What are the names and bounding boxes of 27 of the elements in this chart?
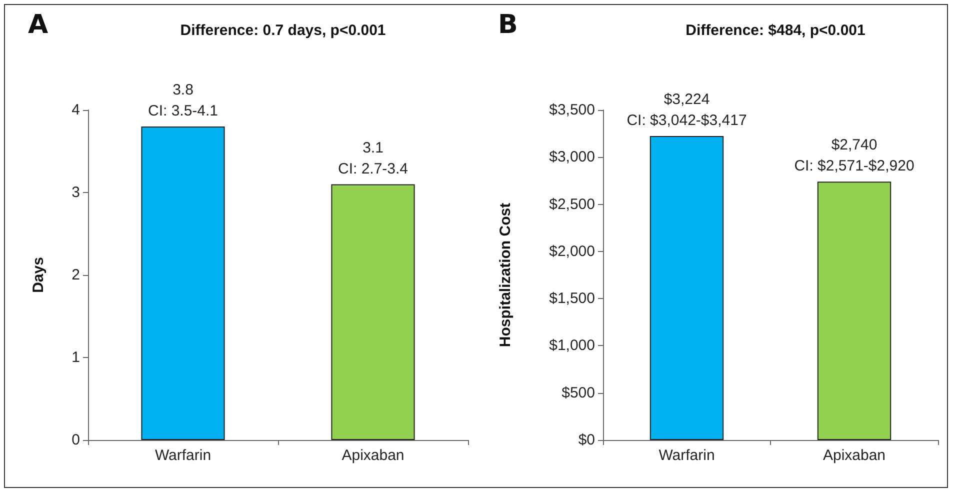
y-tick-label: 0	[72, 432, 80, 448]
y-tick-label: 1	[72, 349, 80, 366]
y-tick-label: $500	[562, 384, 595, 402]
y-tick-label: 2	[72, 266, 80, 284]
y-tick-label: $2,500	[549, 196, 595, 213]
text: B	[498, 10, 518, 40]
y-axis-title: Days	[30, 257, 47, 293]
x-tick-label: Warfarin	[658, 447, 715, 464]
x-tick-label: Apixaban	[342, 447, 404, 464]
y-tick-label: 3	[72, 184, 80, 201]
x-tick-label: Apixaban	[822, 447, 886, 464]
y-tick-label: $3,000	[549, 148, 595, 166]
y-tick-label: 4	[72, 102, 80, 118]
y-tick-label: $2,000	[549, 242, 595, 260]
data-label: 3.1 CI: 2.7-3.4	[338, 139, 408, 178]
chart-title: Difference: $484, p<0.001	[686, 22, 866, 39]
y-tick-label: $1,000	[549, 337, 595, 354]
y-tick-label: $0	[578, 432, 595, 448]
data-label: 3.8 CI: 3.5-4.1	[148, 82, 218, 120]
y-tick-label: $3,500	[549, 102, 595, 118]
data-label: $3,224 CI: $3,042-$3,417	[626, 91, 747, 130]
x-tick-label: Warfarin	[154, 447, 212, 464]
data-label: $2,740 CI: $2,571-$2,920	[794, 136, 914, 175]
y-axis-title: Hospitalization Cost	[497, 202, 514, 348]
text: A	[28, 10, 48, 40]
y-tick-label: $1,500	[549, 290, 595, 308]
chart-title: Difference: 0.7 days, p<0.001	[180, 22, 386, 39]
